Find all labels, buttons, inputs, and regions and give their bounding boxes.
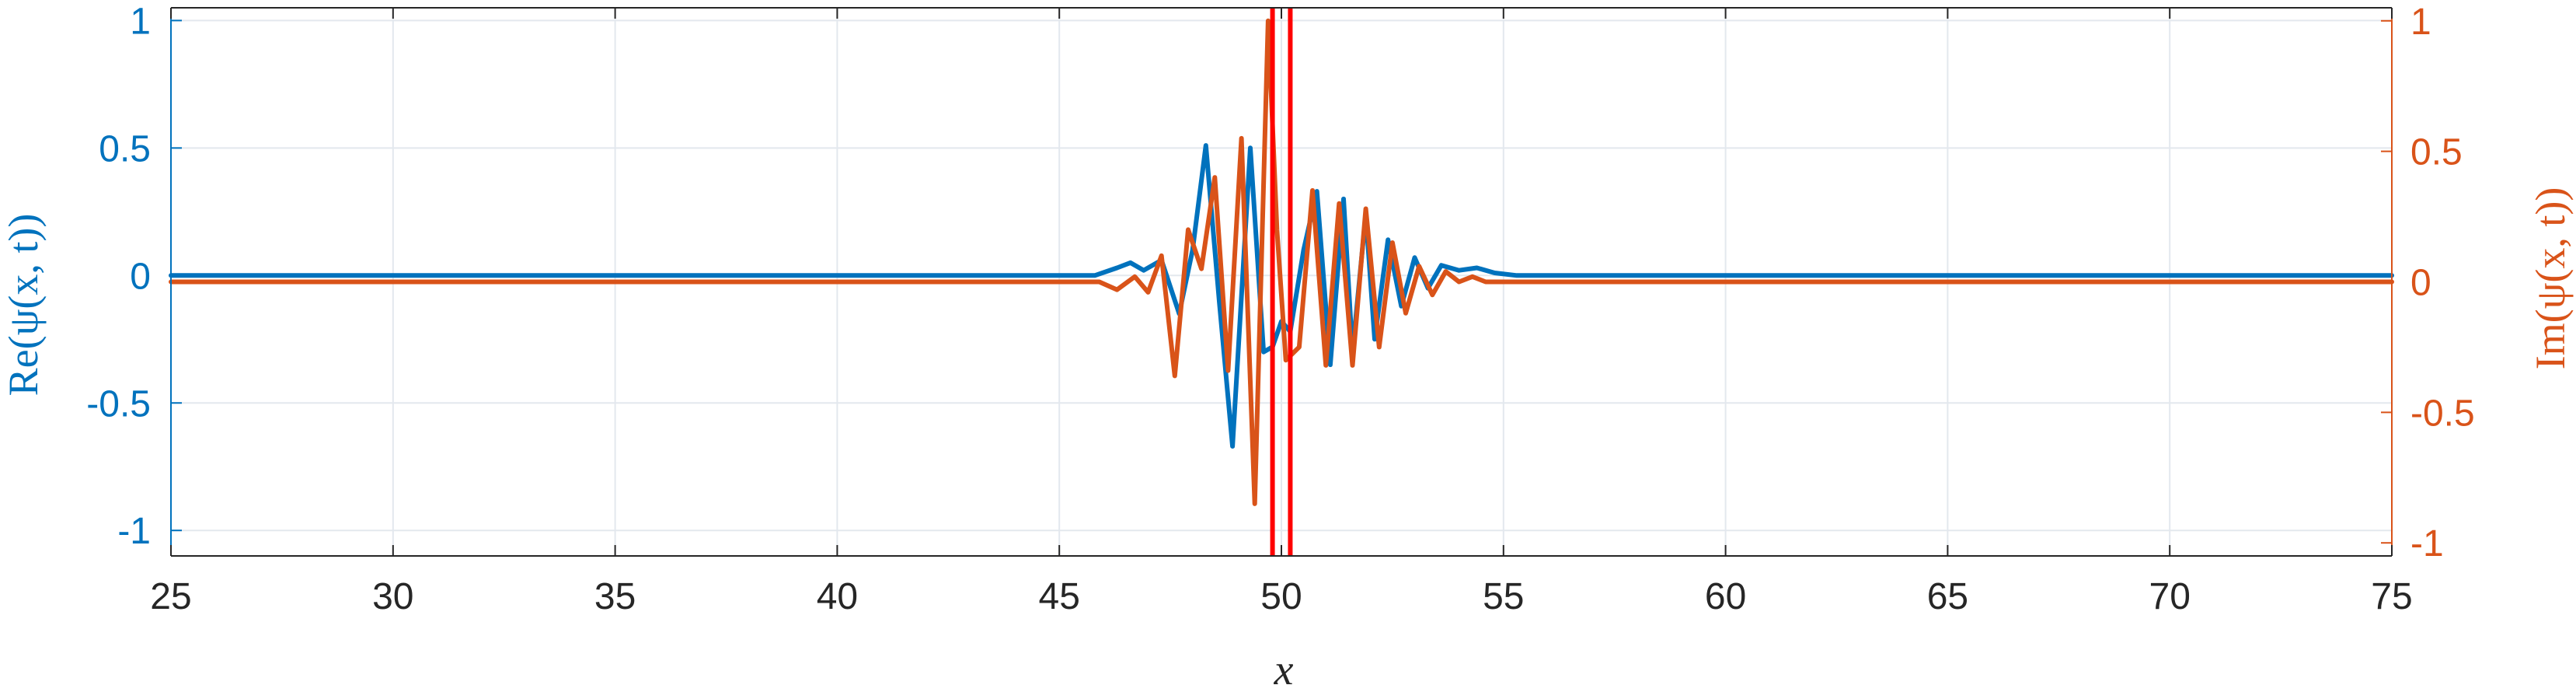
left-y-tick-label: -0.5: [86, 383, 151, 425]
x-tick-label: 35: [594, 576, 636, 617]
x-tick-label: 50: [1260, 576, 1302, 617]
x-tick-label: 55: [1483, 576, 1524, 617]
tick-labels: 25 30 35 40 45 50 55 60 65 70 75 -1 -0.5 0 0.5 1 -1 -0.5 0…: [86, 1, 2474, 617]
left-y-tick-label: 0.5: [99, 128, 151, 170]
right-y-tick-label: 0: [2410, 263, 2431, 304]
x-axis-label: x: [1274, 646, 1294, 692]
right-y-tick-label: -1: [2410, 523, 2444, 564]
axes: [170, 7, 2393, 557]
right-y-tick-label: 0.5: [2410, 132, 2463, 173]
x-tick-label: 70: [2149, 576, 2191, 617]
left-y-tick-label: 0: [130, 256, 151, 297]
left-y-tick-label: 1: [130, 1, 151, 42]
real-part-line: [169, 143, 2394, 449]
right-y-tick-label: 1: [2410, 2, 2431, 43]
x-tick-label: 65: [1927, 576, 1968, 617]
right-y-tick-label: -0.5: [2410, 393, 2475, 434]
x-tick-label: 60: [1705, 576, 1746, 617]
x-tick-label: 40: [817, 576, 858, 617]
x-tick-label: 45: [1039, 576, 1080, 617]
x-tick-label: 75: [2371, 576, 2412, 617]
x-tick-label: 25: [150, 576, 191, 617]
left-y-tick-label: -1: [117, 511, 151, 552]
right-y-axis-label: Im(ψ(x, t)): [2527, 187, 2574, 370]
x-tick-label: 30: [372, 576, 413, 617]
left-y-axis-label: Re(ψ(x, t)): [0, 214, 47, 397]
vertical-markers: [1270, 8, 1293, 556]
